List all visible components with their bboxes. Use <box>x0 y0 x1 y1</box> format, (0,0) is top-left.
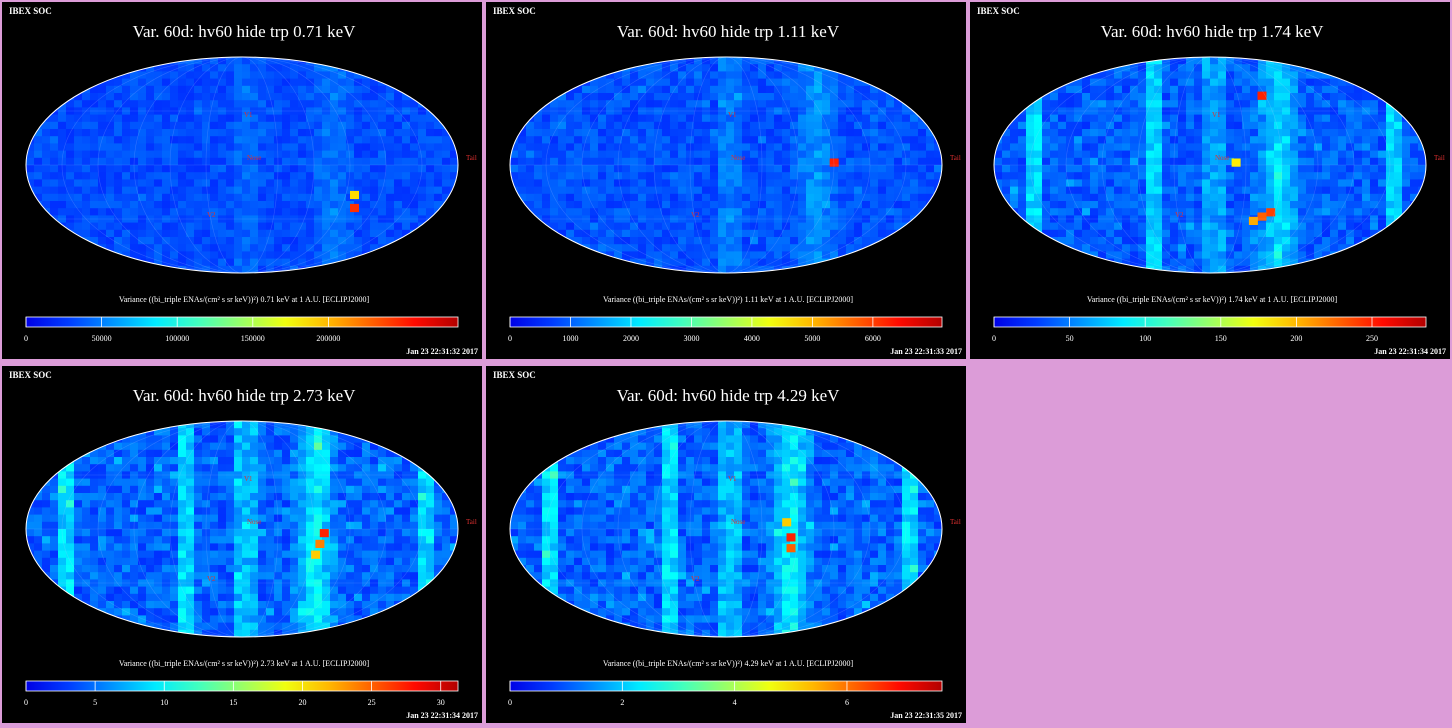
map-marker-label: V2 <box>691 575 700 583</box>
soc-header: IBEX SOC <box>977 6 1020 16</box>
colorbar-tick-label: 0 <box>992 334 996 343</box>
sky-map: V1 V2 Nose Tail <box>509 420 961 692</box>
timestamp: Jan 23 22:31:34 2017 <box>406 711 478 720</box>
map-marker-label: Tail <box>466 518 477 526</box>
colorbar-tick-label: 100 <box>1139 334 1152 343</box>
sky-map: V1 V2 Nose Tail <box>993 56 1445 328</box>
colorbar-tick-label: 200000 <box>316 334 341 343</box>
colorbar-tick-label: 200 <box>1290 334 1303 343</box>
panel-title: Var. 60d: hv60 hide trp 4.29 keV <box>616 386 840 405</box>
colorbar-tick-label: 0 <box>508 698 512 707</box>
colorbar-tick-label: 10 <box>160 698 169 707</box>
colorbar-tick-label: 3000 <box>683 334 700 343</box>
colorbar-tick-label: 2000 <box>622 334 639 343</box>
panel-title: Var. 60d: hv60 hide trp 2.73 keV <box>132 386 356 405</box>
colorbar <box>25 680 459 692</box>
map-panel: V1 V2 Nose Tail IBEX SOC Var. 60d: hv60 hide … <box>486 2 966 359</box>
colorbar-label: Variance ((bi_triple ENAs/(cm² s sr keV)… <box>1086 295 1338 304</box>
sky-map: V1 V2 Nose Tail <box>25 420 477 692</box>
colorbar-tick-label: 50000 <box>91 334 112 343</box>
map-marker-label: Nose <box>731 518 745 526</box>
map-marker-label: V2 <box>207 575 216 583</box>
timestamp: Jan 23 22:31:35 2017 <box>890 711 962 720</box>
colorbar-tick-label: 20 <box>298 698 307 707</box>
map-marker-label: Nose <box>1215 154 1229 162</box>
map-marker-label: Nose <box>247 154 261 162</box>
colorbar-tick-label: 50 <box>1065 334 1074 343</box>
sky-map: V1 V2 Nose Tail <box>509 56 961 328</box>
panel-title: Var. 60d: hv60 hide trp 1.74 keV <box>1100 22 1324 41</box>
colorbar-label: Variance ((bi_triple ENAs/(cm² s sr keV)… <box>602 659 854 668</box>
colorbar-tick-label: 100000 <box>165 334 190 343</box>
map-marker-label: V1 <box>244 111 253 119</box>
map-marker-label: V2 <box>691 211 700 219</box>
colorbar-tick-label: 0 <box>508 334 512 343</box>
colorbar <box>509 680 943 692</box>
soc-header: IBEX SOC <box>9 370 52 380</box>
colorbar-tick-label: 150 <box>1214 334 1227 343</box>
panel-title: Var. 60d: hv60 hide trp 0.71 keV <box>132 22 356 41</box>
colorbar-tick-label: 5000 <box>804 334 821 343</box>
colorbar <box>25 316 459 328</box>
map-marker-label: V2 <box>207 211 216 219</box>
colorbar-tick-label: 4000 <box>743 334 760 343</box>
soc-header: IBEX SOC <box>493 6 536 16</box>
colorbar-tick-label: 4 <box>732 698 737 707</box>
colorbar-tick-label: 5 <box>93 698 98 707</box>
timestamp: Jan 23 22:31:32 2017 <box>406 347 478 356</box>
map-marker-label: Tail <box>466 154 477 162</box>
colorbar-tick-label: 150000 <box>240 334 265 343</box>
map-marker-label: Tail <box>950 154 961 162</box>
soc-header: IBEX SOC <box>493 370 536 380</box>
colorbar <box>509 316 943 328</box>
colorbar-tick-label: 6000 <box>864 334 881 343</box>
map-panel: V1 V2 Nose Tail IBEX SOC Var. 60d: hv60 hide … <box>2 366 482 723</box>
colorbar-tick-label: 250 <box>1366 334 1378 343</box>
map-marker-label: V1 <box>728 111 737 119</box>
map-marker-label: V2 <box>1175 211 1184 219</box>
colorbar <box>993 316 1427 328</box>
map-marker-label: Nose <box>731 154 745 162</box>
soc-header: IBEX SOC <box>9 6 52 16</box>
map-marker-label: V1 <box>244 475 253 483</box>
colorbar-tick-label: 6 <box>844 698 849 707</box>
colorbar-tick-label: 2 <box>620 698 625 707</box>
map-panel: V1 V2 Nose Tail IBEX SOC Var. 60d: hv60 hide … <box>486 366 966 723</box>
colorbar-tick-label: 25 <box>367 698 376 707</box>
map-marker-label: V1 <box>1212 111 1221 119</box>
timestamp: Jan 23 22:31:34 2017 <box>1374 347 1446 356</box>
colorbar-label: Variance ((bi_triple ENAs/(cm² s sr keV)… <box>118 659 370 668</box>
colorbar-tick-label: 1000 <box>562 334 579 343</box>
colorbar-tick-label: 30 <box>436 698 445 707</box>
colorbar-label: Variance ((bi_triple ENAs/(cm² s sr keV)… <box>118 295 370 304</box>
map-panel: V1 V2 Nose Tail IBEX SOC Var. 60d: hv60 hide … <box>970 2 1450 359</box>
colorbar-label: Variance ((bi_triple ENAs/(cm² s sr keV)… <box>602 295 854 304</box>
map-panel: V1 V2 Nose Tail IBEX SOC Var. 60d: hv60 hide … <box>2 2 482 359</box>
panel-title: Var. 60d: hv60 hide trp 1.11 keV <box>616 22 840 41</box>
colorbar-tick-label: 15 <box>229 698 238 707</box>
map-marker-label: Tail <box>950 518 961 526</box>
timestamp: Jan 23 22:31:33 2017 <box>890 347 962 356</box>
map-marker-label: Tail <box>1434 154 1445 162</box>
map-marker-label: Nose <box>247 518 261 526</box>
sky-map: V1 V2 Nose Tail <box>25 56 477 328</box>
map-marker-label: V1 <box>728 475 737 483</box>
colorbar-tick-label: 0 <box>24 698 28 707</box>
colorbar-tick-label: 0 <box>24 334 28 343</box>
